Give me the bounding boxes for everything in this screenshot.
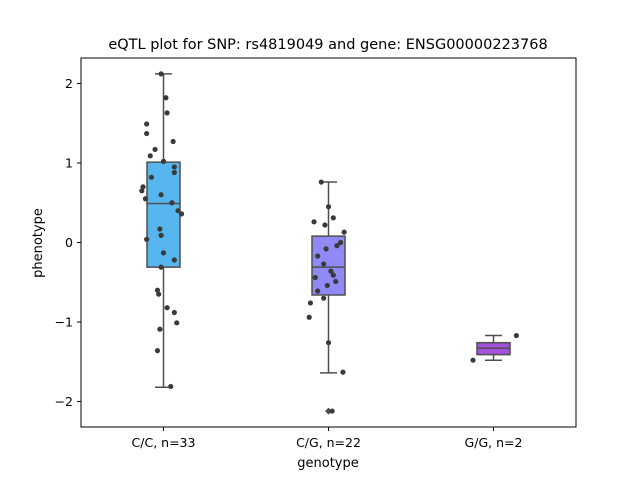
data-point (169, 200, 175, 206)
plot-area-frame (80, 57, 577, 428)
data-point (154, 348, 161, 354)
data-point (323, 246, 329, 252)
data-point (307, 300, 314, 306)
data-point (325, 340, 332, 346)
data-point (312, 274, 318, 281)
data-point (164, 110, 170, 116)
data-point (140, 184, 146, 190)
data-point (144, 121, 150, 127)
data-point (337, 239, 344, 246)
data-point (318, 179, 324, 185)
data-point (157, 326, 163, 332)
x-axis-ticks: C/C, n=33 C/G, n=22 G/G, n=2 (132, 427, 523, 450)
data-point (171, 309, 177, 316)
y-axis-label: phenotype (31, 208, 46, 278)
strip-points (139, 71, 519, 414)
data-point (330, 215, 336, 221)
data-point (171, 164, 177, 170)
data-point (333, 278, 339, 285)
data-point (334, 243, 340, 249)
data-point (158, 232, 164, 238)
data-point (148, 174, 155, 180)
y-axis-ticks: 2 1 0 −1 −2 (55, 76, 81, 409)
data-point (158, 71, 164, 77)
x-tick-label: G/G, n=2 (465, 435, 523, 450)
y-tick-label: −2 (55, 394, 73, 409)
data-point (168, 383, 174, 390)
data-point (139, 188, 145, 194)
data-point (154, 287, 161, 293)
x-tick-label: C/G, n=22 (296, 435, 361, 450)
data-point (325, 204, 332, 210)
y-tick-label: 0 (65, 235, 73, 250)
data-point (156, 291, 162, 297)
y-tick-label: 2 (65, 76, 73, 91)
data-point (144, 236, 150, 242)
data-point (322, 222, 328, 228)
data-point (158, 192, 164, 198)
data-point (163, 95, 169, 101)
data-point (330, 272, 336, 278)
iqr-box (146, 161, 181, 268)
data-point (306, 314, 312, 320)
data-point (513, 332, 519, 339)
data-point (328, 268, 334, 274)
data-point (171, 169, 177, 176)
data-point (321, 295, 327, 301)
data-point (174, 320, 180, 326)
data-point (170, 138, 176, 145)
data-point (315, 253, 321, 259)
data-point (158, 264, 164, 270)
data-point (329, 408, 335, 414)
data-point (144, 130, 150, 137)
data-point (175, 208, 181, 214)
data-point (160, 250, 167, 256)
data-point (147, 153, 153, 159)
data-point (315, 288, 321, 294)
data-point (157, 226, 163, 232)
data-point (321, 261, 327, 267)
data-point (341, 229, 347, 235)
chart-title: eQTL plot for SNP: rs4819049 and gene: E… (108, 37, 547, 53)
y-tick-label: −1 (55, 315, 73, 330)
data-point (178, 211, 185, 217)
data-point (311, 219, 317, 225)
y-tick-label: 1 (65, 155, 73, 170)
data-point (470, 357, 476, 363)
data-point (340, 369, 346, 375)
data-point (164, 305, 170, 311)
data-point (152, 146, 158, 153)
data-point (324, 282, 330, 289)
data-point (142, 196, 149, 202)
x-axis-label: genotype (297, 456, 358, 471)
data-point (171, 257, 177, 263)
data-point (160, 158, 167, 164)
x-tick-label: C/C, n=33 (132, 435, 196, 450)
